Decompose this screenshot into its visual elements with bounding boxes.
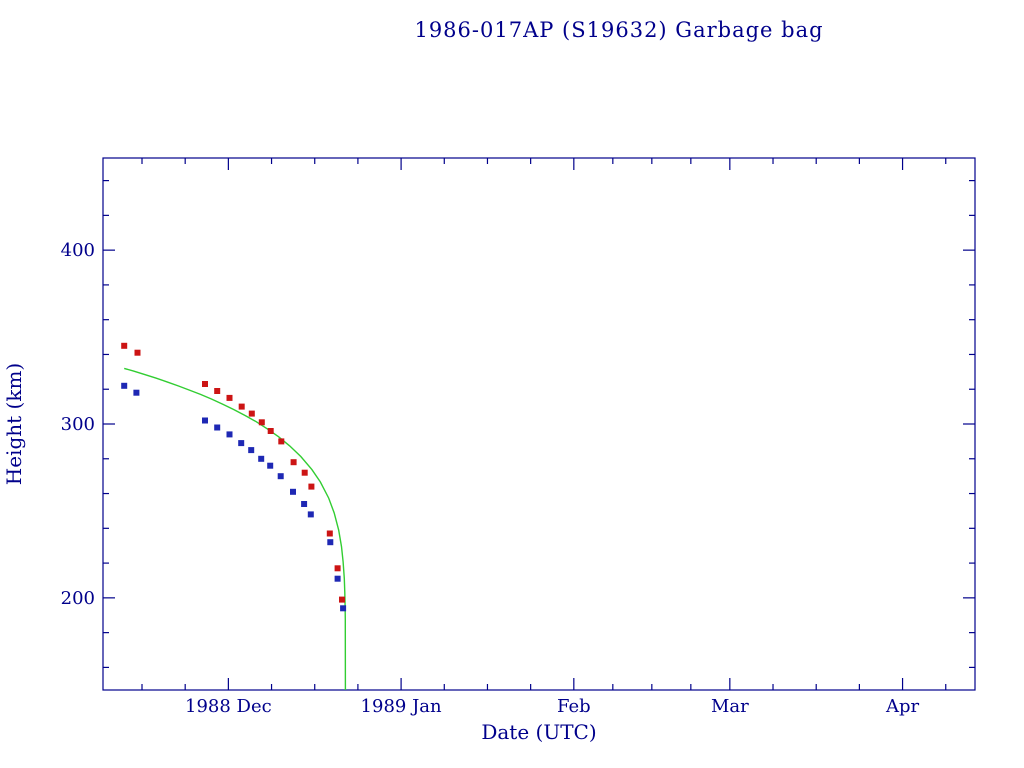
data-point-perigee bbox=[301, 501, 308, 507]
plot-frame bbox=[102, 157, 976, 691]
y-tick-label: 200 bbox=[61, 588, 95, 609]
data-point-apogee bbox=[248, 410, 255, 417]
data-point-apogee bbox=[226, 394, 233, 401]
data-point-apogee bbox=[334, 565, 341, 572]
data-point-perigee bbox=[307, 511, 314, 518]
data-point-perigee bbox=[258, 455, 265, 462]
data-point-apogee bbox=[214, 388, 221, 394]
data-point-apogee bbox=[121, 342, 128, 349]
data-point-perigee bbox=[202, 417, 208, 424]
data-point-perigee bbox=[267, 462, 274, 469]
plot-border bbox=[102, 157, 976, 691]
data-point-perigee bbox=[214, 424, 221, 431]
x-tick-label: 1989 Jan bbox=[361, 696, 442, 717]
data-points bbox=[121, 342, 347, 612]
tick-labels: 1988 Dec 1989 Jan Feb Mar Apr 200 300 400 bbox=[61, 240, 920, 717]
decay-curve-line bbox=[124, 367, 347, 691]
data-point-perigee bbox=[327, 539, 334, 546]
y-tick-label: 400 bbox=[61, 240, 95, 261]
x-axis-label: Date (UTC) bbox=[481, 720, 596, 744]
decay-model-curve bbox=[124, 367, 347, 691]
data-point-apogee bbox=[238, 403, 245, 410]
data-point-apogee bbox=[278, 438, 285, 445]
axis-ticks bbox=[103, 158, 975, 690]
data-point-apogee bbox=[308, 483, 315, 490]
x-tick-label: 1988 Dec bbox=[185, 696, 272, 717]
data-point-apogee bbox=[326, 530, 333, 537]
x-tick-label: Feb bbox=[557, 696, 591, 717]
y-tick-label: 300 bbox=[61, 414, 95, 435]
data-point-apogee bbox=[134, 349, 141, 356]
data-point-apogee bbox=[290, 459, 297, 466]
data-point-perigee bbox=[340, 605, 347, 612]
x-tick-label: Mar bbox=[711, 696, 749, 717]
chart-title: 1986-017AP (S19632) Garbage bag bbox=[414, 18, 823, 42]
data-point-apogee bbox=[267, 428, 274, 434]
data-point-apogee bbox=[258, 419, 265, 426]
data-point-perigee bbox=[277, 473, 284, 480]
data-point-perigee bbox=[290, 488, 296, 495]
data-point-perigee bbox=[334, 575, 341, 582]
x-tick-label: Apr bbox=[885, 696, 920, 717]
data-point-perigee bbox=[238, 440, 245, 447]
data-point-apogee bbox=[301, 469, 308, 476]
y-axis-label: Height (km) bbox=[2, 363, 26, 485]
data-point-perigee bbox=[226, 431, 233, 438]
data-point-perigee bbox=[133, 389, 140, 396]
data-point-perigee bbox=[248, 447, 255, 454]
data-point-apogee bbox=[202, 381, 208, 387]
data-point-apogee bbox=[339, 596, 345, 603]
data-point-perigee bbox=[121, 382, 128, 389]
